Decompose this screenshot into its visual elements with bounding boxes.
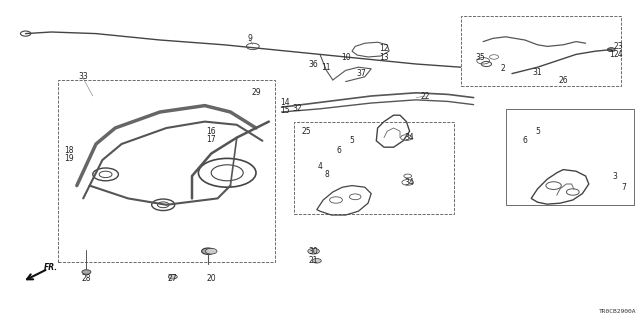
Text: 14: 14 <box>280 98 290 107</box>
Text: 25: 25 <box>301 127 311 136</box>
Text: 5: 5 <box>535 127 540 136</box>
Bar <box>294 122 454 214</box>
Text: 21: 21 <box>309 256 318 265</box>
Text: 13: 13 <box>379 53 389 62</box>
Circle shape <box>82 270 91 274</box>
Circle shape <box>202 248 214 254</box>
Text: 5: 5 <box>349 136 355 145</box>
Text: 28: 28 <box>82 274 91 283</box>
Text: 16: 16 <box>206 127 216 136</box>
Text: TR0CB2900A: TR0CB2900A <box>599 308 637 314</box>
Text: 9: 9 <box>247 34 252 43</box>
Text: 34: 34 <box>404 133 415 142</box>
Text: 20: 20 <box>206 274 216 283</box>
Text: 2: 2 <box>500 64 505 73</box>
Circle shape <box>205 248 217 254</box>
Text: 33: 33 <box>78 72 88 81</box>
Text: 7: 7 <box>621 183 627 192</box>
Text: 6: 6 <box>522 136 527 145</box>
Text: 29: 29 <box>251 88 261 97</box>
Text: 23: 23 <box>613 42 623 51</box>
Text: 8: 8 <box>324 170 329 179</box>
Text: 32: 32 <box>292 104 303 113</box>
Text: 1: 1 <box>609 50 614 59</box>
Text: 26: 26 <box>558 76 568 84</box>
Circle shape <box>308 248 319 254</box>
Text: 27: 27 <box>168 274 178 283</box>
Text: 35: 35 <box>475 53 485 62</box>
Text: FR.: FR. <box>44 263 58 272</box>
Text: 15: 15 <box>280 106 290 115</box>
Circle shape <box>168 275 177 279</box>
Circle shape <box>607 48 615 52</box>
Bar <box>506 109 634 205</box>
Text: 17: 17 <box>206 135 216 144</box>
Text: 4: 4 <box>317 162 323 171</box>
Text: 18: 18 <box>65 146 74 155</box>
Text: 24: 24 <box>613 50 623 59</box>
Text: 3: 3 <box>612 172 617 180</box>
Text: 11: 11 <box>322 63 331 72</box>
Text: 37: 37 <box>356 69 367 78</box>
Bar <box>461 16 621 86</box>
Text: 10: 10 <box>340 53 351 62</box>
Text: 6: 6 <box>337 146 342 155</box>
Text: 19: 19 <box>64 154 74 163</box>
Bar <box>58 80 275 262</box>
Text: 31: 31 <box>532 68 543 76</box>
Text: 36: 36 <box>308 60 319 68</box>
Text: 22: 22 <box>421 92 430 100</box>
Text: 12: 12 <box>380 44 388 52</box>
Circle shape <box>312 259 321 263</box>
Text: 30: 30 <box>308 247 319 256</box>
Text: 34: 34 <box>404 178 415 187</box>
